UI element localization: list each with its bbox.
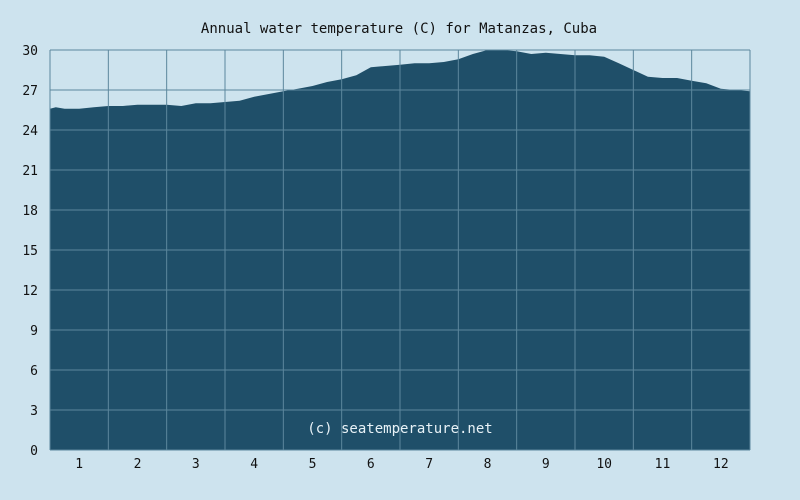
y-tick-label: 9 xyxy=(30,324,38,339)
x-tick-label: 3 xyxy=(192,457,200,472)
grid-lines xyxy=(49,49,751,451)
x-tick-label: 8 xyxy=(484,457,492,472)
x-tick-label: 5 xyxy=(309,457,317,472)
chart-title: Annual water temperature (C) for Matanza… xyxy=(201,21,597,37)
y-tick-label: 15 xyxy=(22,244,38,259)
y-tick-label: 18 xyxy=(22,204,38,219)
x-tick-label: 12 xyxy=(713,457,729,472)
y-tick-label: 12 xyxy=(22,284,38,299)
x-tick-label: 2 xyxy=(134,457,142,472)
x-tick-label: 6 xyxy=(367,457,375,472)
x-tick-label: 4 xyxy=(250,457,258,472)
y-axis-ticks: 0 3 6 9 12 15 18 21 24 27 30 xyxy=(22,44,38,459)
watermark-credit: (c) seatemperature.net xyxy=(307,421,492,437)
y-tick-label: 27 xyxy=(22,84,38,99)
x-tick-label: 7 xyxy=(425,457,433,472)
x-tick-label: 10 xyxy=(596,457,612,472)
y-tick-label: 30 xyxy=(22,44,38,59)
x-axis-ticks: 1 2 3 4 5 6 7 8 9 10 11 12 xyxy=(75,457,728,472)
x-tick-label: 11 xyxy=(655,457,671,472)
x-tick-label: 1 xyxy=(75,457,83,472)
x-tick-label: 9 xyxy=(542,457,550,472)
y-tick-label: 21 xyxy=(22,164,38,179)
y-tick-label: 24 xyxy=(22,124,38,139)
y-tick-label: 6 xyxy=(30,364,38,379)
y-tick-label: 3 xyxy=(30,404,38,419)
y-tick-label: 0 xyxy=(30,444,38,459)
